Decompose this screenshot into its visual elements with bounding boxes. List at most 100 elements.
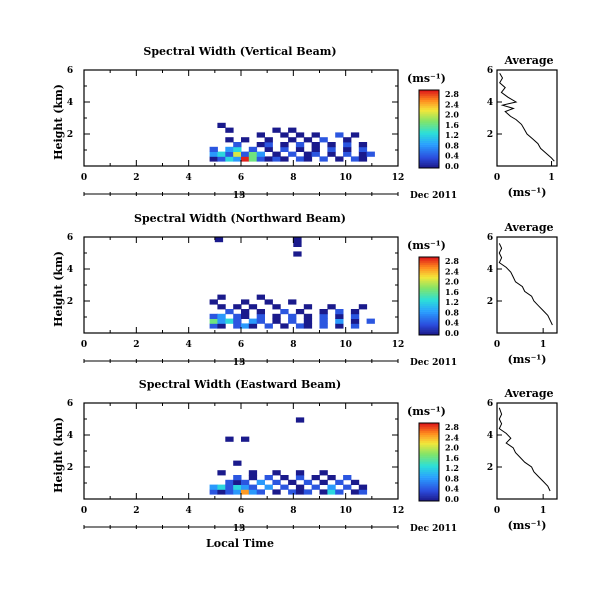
colorbar-swatch [419, 121, 439, 124]
heatmap-cell [241, 309, 250, 315]
profile-frame [496, 236, 558, 334]
heatmap-cell [303, 479, 313, 485]
colorbar-swatch [419, 481, 439, 484]
heatmap-cell [319, 156, 328, 162]
colorbar-swatch [419, 154, 439, 157]
heatmap-cell [241, 156, 250, 162]
heatmap-cell [311, 151, 320, 157]
colorbar-swatch [419, 317, 439, 320]
y-tick-label: 2 [67, 463, 73, 473]
colorbar-swatch [419, 286, 439, 289]
heatmap-cell [311, 484, 320, 490]
date-day-label: 13 [233, 358, 246, 368]
heatmap-cell [343, 484, 352, 490]
colorbar-label: 0.8 [445, 307, 459, 317]
heatmap-cell [280, 156, 289, 162]
x-tick-label: 0 [81, 340, 87, 350]
colorbar-swatch [419, 423, 439, 426]
colorbar-label: 1.2 [445, 297, 459, 307]
colorbar-label: 2.8 [445, 422, 459, 432]
colorbar-swatch [419, 319, 439, 322]
colorbar-swatch [419, 101, 439, 104]
heatmap-cell [233, 479, 242, 485]
heatmap-cell [241, 323, 250, 329]
heatmap-cell [233, 146, 242, 152]
colorbar-swatch [419, 99, 439, 102]
colorbar-swatch [419, 103, 439, 106]
heatmap-cell [303, 151, 313, 157]
heatmap-cell [280, 309, 289, 315]
heatmap-cell [280, 146, 289, 152]
colorbar-label: 0.8 [445, 140, 459, 150]
heatmap-cell [256, 313, 265, 319]
colorbar-swatch [419, 276, 439, 279]
heatmap-cell [350, 323, 360, 329]
colorbar-swatch [419, 117, 439, 120]
heatmap-cell [217, 304, 226, 310]
heatmap-cell [327, 484, 336, 490]
heatmap-cell [256, 318, 265, 324]
colorbar-label: 1.6 [445, 120, 459, 130]
heatmap-cell [241, 137, 250, 143]
x-tick-label: 6 [238, 506, 244, 516]
colorbar-swatch [419, 495, 439, 498]
heatmap-cell [241, 151, 250, 157]
heatmap-cell [295, 417, 305, 423]
heatmap-cell [264, 156, 273, 162]
heatmap-cell [233, 142, 242, 148]
profile-y-tick-label: 6 [487, 66, 493, 76]
colorbar-swatch [419, 90, 439, 93]
heatmap-cell [264, 323, 273, 329]
heatmap-cell [272, 313, 281, 319]
colorbar-swatch [419, 158, 439, 161]
y-axis-label: Height (km) [52, 417, 65, 493]
colorbar-swatch [419, 297, 439, 301]
heatmap-cell [233, 484, 242, 490]
heatmap-cell [358, 146, 368, 152]
colorbar-label: 0.4 [445, 484, 459, 494]
colorbar-swatch [419, 426, 439, 430]
colorbar-label: 0.0 [445, 328, 459, 338]
x-tick-label: 12 [392, 340, 405, 350]
heatmap-cell [233, 313, 242, 319]
heatmap-cell [358, 156, 368, 162]
heatmap-cell [264, 146, 273, 152]
colorbar-swatch [419, 148, 439, 151]
x-tick-label: 10 [339, 340, 352, 350]
heatmap-cell [343, 142, 352, 148]
colorbar-swatch [419, 477, 439, 480]
y-tick-label: 6 [67, 233, 73, 243]
colorbar-swatch [419, 290, 439, 293]
x-tick-label: 0 [81, 506, 87, 516]
y-axis-label: Height (km) [52, 251, 65, 327]
date-day-label: 13 [233, 191, 246, 201]
heatmap-cell [241, 489, 250, 495]
colorbar-swatch [419, 113, 439, 116]
colorbar-swatch [419, 299, 439, 303]
heatmap-cell [343, 475, 352, 481]
colorbar-swatch [419, 424, 439, 428]
colorbar-swatch [419, 134, 439, 138]
heatmap-cell [295, 309, 305, 315]
heatmap-cell [217, 489, 226, 495]
panel-title: Spectral Width (Eastward Beam) [139, 378, 341, 391]
colorbar-swatch [419, 315, 439, 318]
heatmap-cell [288, 137, 297, 143]
colorbar-swatch [419, 331, 439, 334]
colorbar-swatch [419, 93, 439, 97]
heatmap-cell [350, 489, 360, 495]
colorbar-label: 1.2 [445, 463, 459, 473]
heatmap-cell [209, 489, 218, 495]
heatmap-cell [233, 489, 242, 495]
colorbar-label: 1.2 [445, 130, 459, 140]
colorbar-frame [418, 89, 440, 169]
heatmap-cell [358, 484, 368, 490]
profile-frame [496, 69, 558, 167]
heatmap-cell [217, 294, 226, 300]
heatmap-cell [233, 318, 242, 324]
heatmap-cell [209, 151, 218, 157]
colorbar-label: 2.4 [445, 432, 459, 442]
heatmap-cell [335, 479, 344, 485]
heatmap-cell [280, 323, 289, 329]
heatmap-cell [295, 156, 305, 162]
